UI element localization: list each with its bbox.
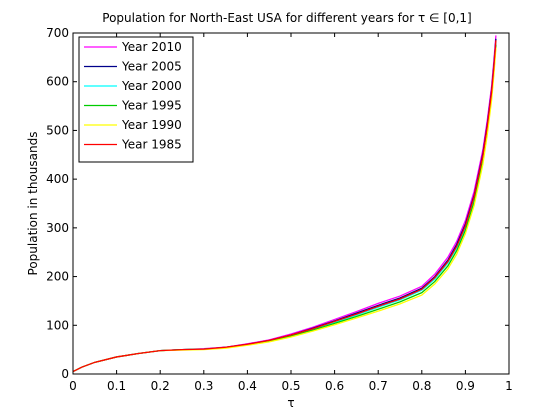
legend-label-3: Year 2000 bbox=[121, 79, 182, 93]
x-tick-label: 0.8 bbox=[412, 379, 431, 393]
y-tick-label: 400 bbox=[46, 172, 69, 186]
y-tick-label: 600 bbox=[46, 75, 69, 89]
x-tick-label: 0.9 bbox=[456, 379, 475, 393]
legend-label-2: Year 2005 bbox=[121, 60, 182, 74]
y-tick-label: 700 bbox=[46, 26, 69, 40]
legend-label-4: Year 1995 bbox=[121, 99, 182, 113]
x-tick-label: 0 bbox=[69, 379, 77, 393]
legend: Year 2010 Year 2005 Year 2000 Year 1995 Year… bbox=[78, 36, 194, 163]
y-tick-label: 500 bbox=[46, 123, 69, 137]
chart-title: Population for North-East USA for differ… bbox=[102, 11, 471, 25]
legend-label-1: Year 2010 bbox=[121, 40, 182, 54]
x-tick-label: 0.4 bbox=[238, 379, 257, 393]
plot-area: 0 0.1 0.2 0.3 0.4 0.5 0.6 0.7 0.8 0.9 1 0 100 200 300 4… bbox=[46, 26, 513, 393]
y-tick-label: 0 bbox=[61, 367, 69, 381]
y-tick-label: 300 bbox=[46, 221, 69, 235]
series-layer bbox=[73, 35, 497, 373]
legend-label-6: Year 1985 bbox=[121, 138, 182, 152]
x-tick-label: 0.7 bbox=[369, 379, 388, 393]
x-tick-label: 0.6 bbox=[325, 379, 344, 393]
legend-label-5: Year 1990 bbox=[121, 118, 182, 132]
legend-box bbox=[78, 36, 194, 163]
x-tick-label: 0.3 bbox=[194, 379, 213, 393]
x-axis-label: τ bbox=[287, 396, 294, 410]
x-tick-label: 0.5 bbox=[281, 379, 300, 393]
y-tick-label: 200 bbox=[46, 270, 69, 284]
x-tick-label: 1 bbox=[505, 379, 513, 393]
y-axis-label: Population in thousands bbox=[26, 132, 40, 276]
tick-layer: 0 0.1 0.2 0.3 0.4 0.5 0.6 0.7 0.8 0.9 1 0 100 200 300 4… bbox=[46, 26, 513, 393]
x-tick-label: 0.2 bbox=[151, 379, 170, 393]
x-tick-label: 0.1 bbox=[107, 379, 126, 393]
y-tick-label: 100 bbox=[46, 318, 69, 332]
series-line-6 bbox=[73, 40, 497, 373]
